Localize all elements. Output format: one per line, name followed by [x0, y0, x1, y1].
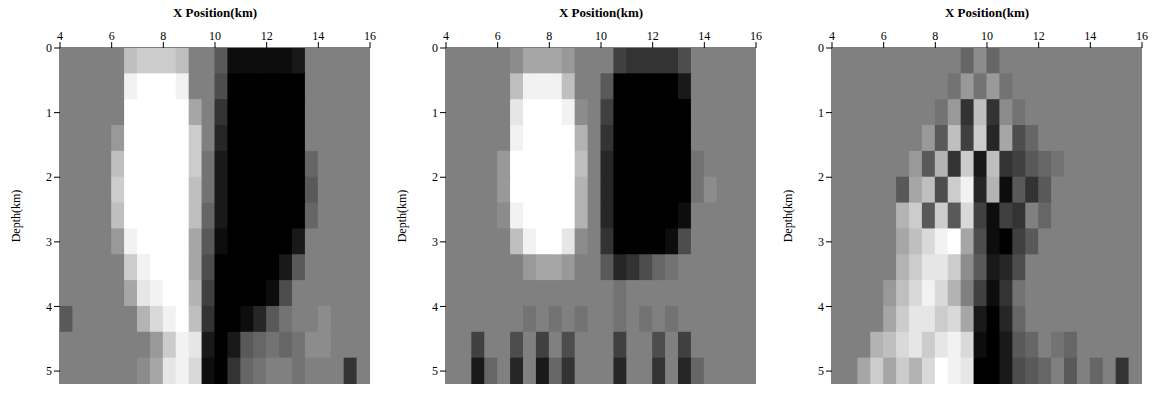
svg-text:3: 3	[46, 235, 52, 249]
svg-text:1: 1	[432, 106, 438, 120]
svg-text:Depth(km): Depth(km)	[395, 190, 409, 243]
svg-text:10: 10	[981, 29, 993, 43]
svg-text:10: 10	[595, 29, 607, 43]
svg-text:5: 5	[432, 364, 438, 378]
svg-text:0: 0	[432, 41, 438, 55]
svg-text:2: 2	[818, 170, 824, 184]
svg-text:12: 12	[647, 29, 659, 43]
svg-text:6: 6	[109, 29, 115, 43]
svg-text:Depth(km): Depth(km)	[9, 190, 23, 243]
svg-text:5: 5	[818, 364, 824, 378]
svg-text:16: 16	[1136, 29, 1148, 43]
svg-text:6: 6	[881, 29, 887, 43]
svg-text:3: 3	[432, 235, 438, 249]
svg-text:1: 1	[46, 106, 52, 120]
svg-text:4: 4	[829, 29, 835, 43]
svg-text:4: 4	[46, 300, 52, 314]
svg-text:12: 12	[1033, 29, 1045, 43]
svg-text:X Position(km): X Position(km)	[945, 5, 1029, 20]
svg-text:3: 3	[818, 235, 824, 249]
svg-text:X Position(km): X Position(km)	[559, 5, 643, 20]
svg-text:12: 12	[261, 29, 273, 43]
svg-text:14: 14	[312, 29, 324, 43]
svg-text:2: 2	[432, 170, 438, 184]
svg-text:14: 14	[1084, 29, 1096, 43]
svg-text:0: 0	[818, 41, 824, 55]
svg-text:4: 4	[432, 300, 438, 314]
svg-text:8: 8	[932, 29, 938, 43]
svg-text:1: 1	[818, 106, 824, 120]
svg-text:8: 8	[546, 29, 552, 43]
svg-text:10: 10	[209, 29, 221, 43]
svg-text:16: 16	[364, 29, 376, 43]
svg-text:4: 4	[443, 29, 449, 43]
svg-text:6: 6	[495, 29, 501, 43]
svg-text:16: 16	[750, 29, 762, 43]
svg-text:0: 0	[46, 41, 52, 55]
svg-text:5: 5	[46, 364, 52, 378]
svg-text:2: 2	[46, 170, 52, 184]
svg-text:4: 4	[57, 29, 63, 43]
svg-text:14: 14	[698, 29, 710, 43]
svg-text:4: 4	[818, 300, 824, 314]
svg-text:X Position(km): X Position(km)	[173, 5, 257, 20]
svg-text:Depth(km): Depth(km)	[781, 190, 795, 243]
svg-text:8: 8	[160, 29, 166, 43]
